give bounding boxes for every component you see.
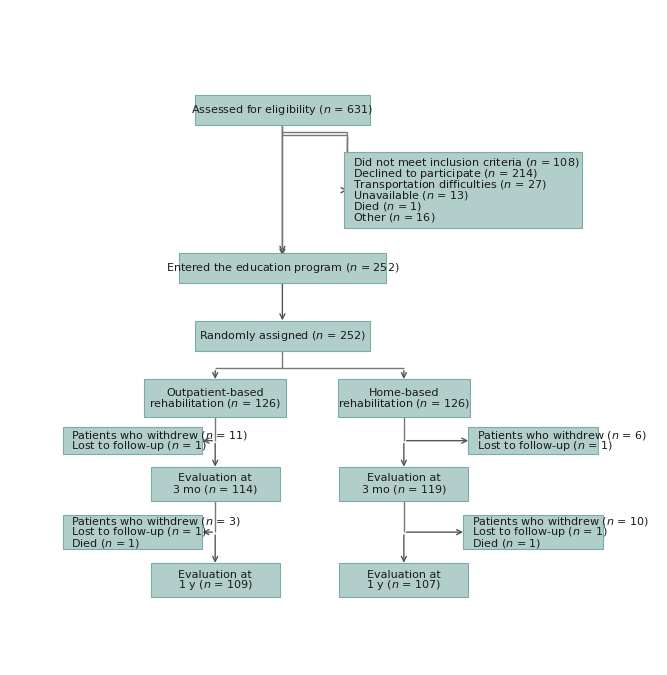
Text: Other ($\mathit{n}$ = 16): Other ($\mathit{n}$ = 16) <box>354 211 436 224</box>
Text: Unavailable ($\mathit{n}$ = 13): Unavailable ($\mathit{n}$ = 13) <box>354 189 470 202</box>
Text: Patients who withdrew ($\mathit{n}$ = 3): Patients who withdrew ($\mathit{n}$ = 3) <box>71 515 241 528</box>
FancyBboxPatch shape <box>179 253 386 284</box>
Text: Entered the education program ($\mathit{n}$ = 252): Entered the education program ($\mathit{… <box>165 261 399 275</box>
Text: Randomly assigned ($\mathit{n}$ = 252): Randomly assigned ($\mathit{n}$ = 252) <box>199 329 366 343</box>
FancyBboxPatch shape <box>151 563 280 597</box>
Text: 1 y ($\mathit{n}$ = 109): 1 y ($\mathit{n}$ = 109) <box>177 578 253 593</box>
Text: Home-based: Home-based <box>369 387 439 398</box>
Text: Assessed for eligibility ($\mathit{n}$ = 631): Assessed for eligibility ($\mathit{n}$ =… <box>191 103 374 117</box>
Text: Patients who withdrew ($\mathit{n}$ = 10): Patients who withdrew ($\mathit{n}$ = 10… <box>472 515 649 528</box>
FancyBboxPatch shape <box>340 563 468 597</box>
Text: rehabilitation ($\mathit{n}$ = 126): rehabilitation ($\mathit{n}$ = 126) <box>149 397 281 410</box>
Text: Died ($\mathit{n}$ = 1): Died ($\mathit{n}$ = 1) <box>472 537 542 549</box>
Text: Transportation difficulties ($\mathit{n}$ = 27): Transportation difficulties ($\mathit{n}… <box>354 178 547 192</box>
FancyBboxPatch shape <box>195 321 370 351</box>
Text: Evaluation at: Evaluation at <box>178 570 252 580</box>
FancyBboxPatch shape <box>144 379 286 416</box>
FancyBboxPatch shape <box>151 467 280 501</box>
Text: Evaluation at: Evaluation at <box>178 473 252 483</box>
Text: 3 mo ($\mathit{n}$ = 114): 3 mo ($\mathit{n}$ = 114) <box>172 483 258 495</box>
FancyBboxPatch shape <box>344 153 582 228</box>
FancyBboxPatch shape <box>340 467 468 501</box>
Text: Lost to follow-up ($\mathit{n}$ = 1): Lost to follow-up ($\mathit{n}$ = 1) <box>472 525 608 539</box>
Text: 3 mo ($\mathit{n}$ = 119): 3 mo ($\mathit{n}$ = 119) <box>361 483 447 495</box>
Text: Evaluation at: Evaluation at <box>367 473 441 483</box>
Text: Lost to follow-up ($\mathit{n}$ = 1): Lost to follow-up ($\mathit{n}$ = 1) <box>71 525 207 539</box>
Text: Died ($\mathit{n}$ = 1): Died ($\mathit{n}$ = 1) <box>354 200 423 213</box>
Text: Died ($\mathit{n}$ = 1): Died ($\mathit{n}$ = 1) <box>71 537 141 549</box>
Text: Lost to follow-up ($\mathit{n}$ = 1): Lost to follow-up ($\mathit{n}$ = 1) <box>478 439 614 453</box>
Text: Evaluation at: Evaluation at <box>367 570 441 580</box>
Text: Did not meet inclusion criteria ($\mathit{n}$ = 108): Did not meet inclusion criteria ($\mathi… <box>354 157 580 169</box>
Text: Outpatient-based: Outpatient-based <box>166 387 264 398</box>
FancyBboxPatch shape <box>195 95 370 125</box>
Text: rehabilitation ($\mathit{n}$ = 126): rehabilitation ($\mathit{n}$ = 126) <box>338 397 470 410</box>
Text: Patients who withdrew ($\mathit{n}$ = 6): Patients who withdrew ($\mathit{n}$ = 6) <box>478 429 648 441</box>
FancyBboxPatch shape <box>468 427 598 454</box>
FancyBboxPatch shape <box>63 515 202 549</box>
Text: 1 y ($\mathit{n}$ = 107): 1 y ($\mathit{n}$ = 107) <box>366 578 442 593</box>
Text: Declined to participate ($\mathit{n}$ = 214): Declined to participate ($\mathit{n}$ = … <box>354 167 538 181</box>
Text: Lost to follow-up ($\mathit{n}$ = 1): Lost to follow-up ($\mathit{n}$ = 1) <box>71 439 207 453</box>
Text: Patients who withdrew ($\mathit{n}$ = 11): Patients who withdrew ($\mathit{n}$ = 11… <box>71 429 249 441</box>
FancyBboxPatch shape <box>464 515 603 549</box>
FancyBboxPatch shape <box>63 427 202 454</box>
FancyBboxPatch shape <box>338 379 470 416</box>
